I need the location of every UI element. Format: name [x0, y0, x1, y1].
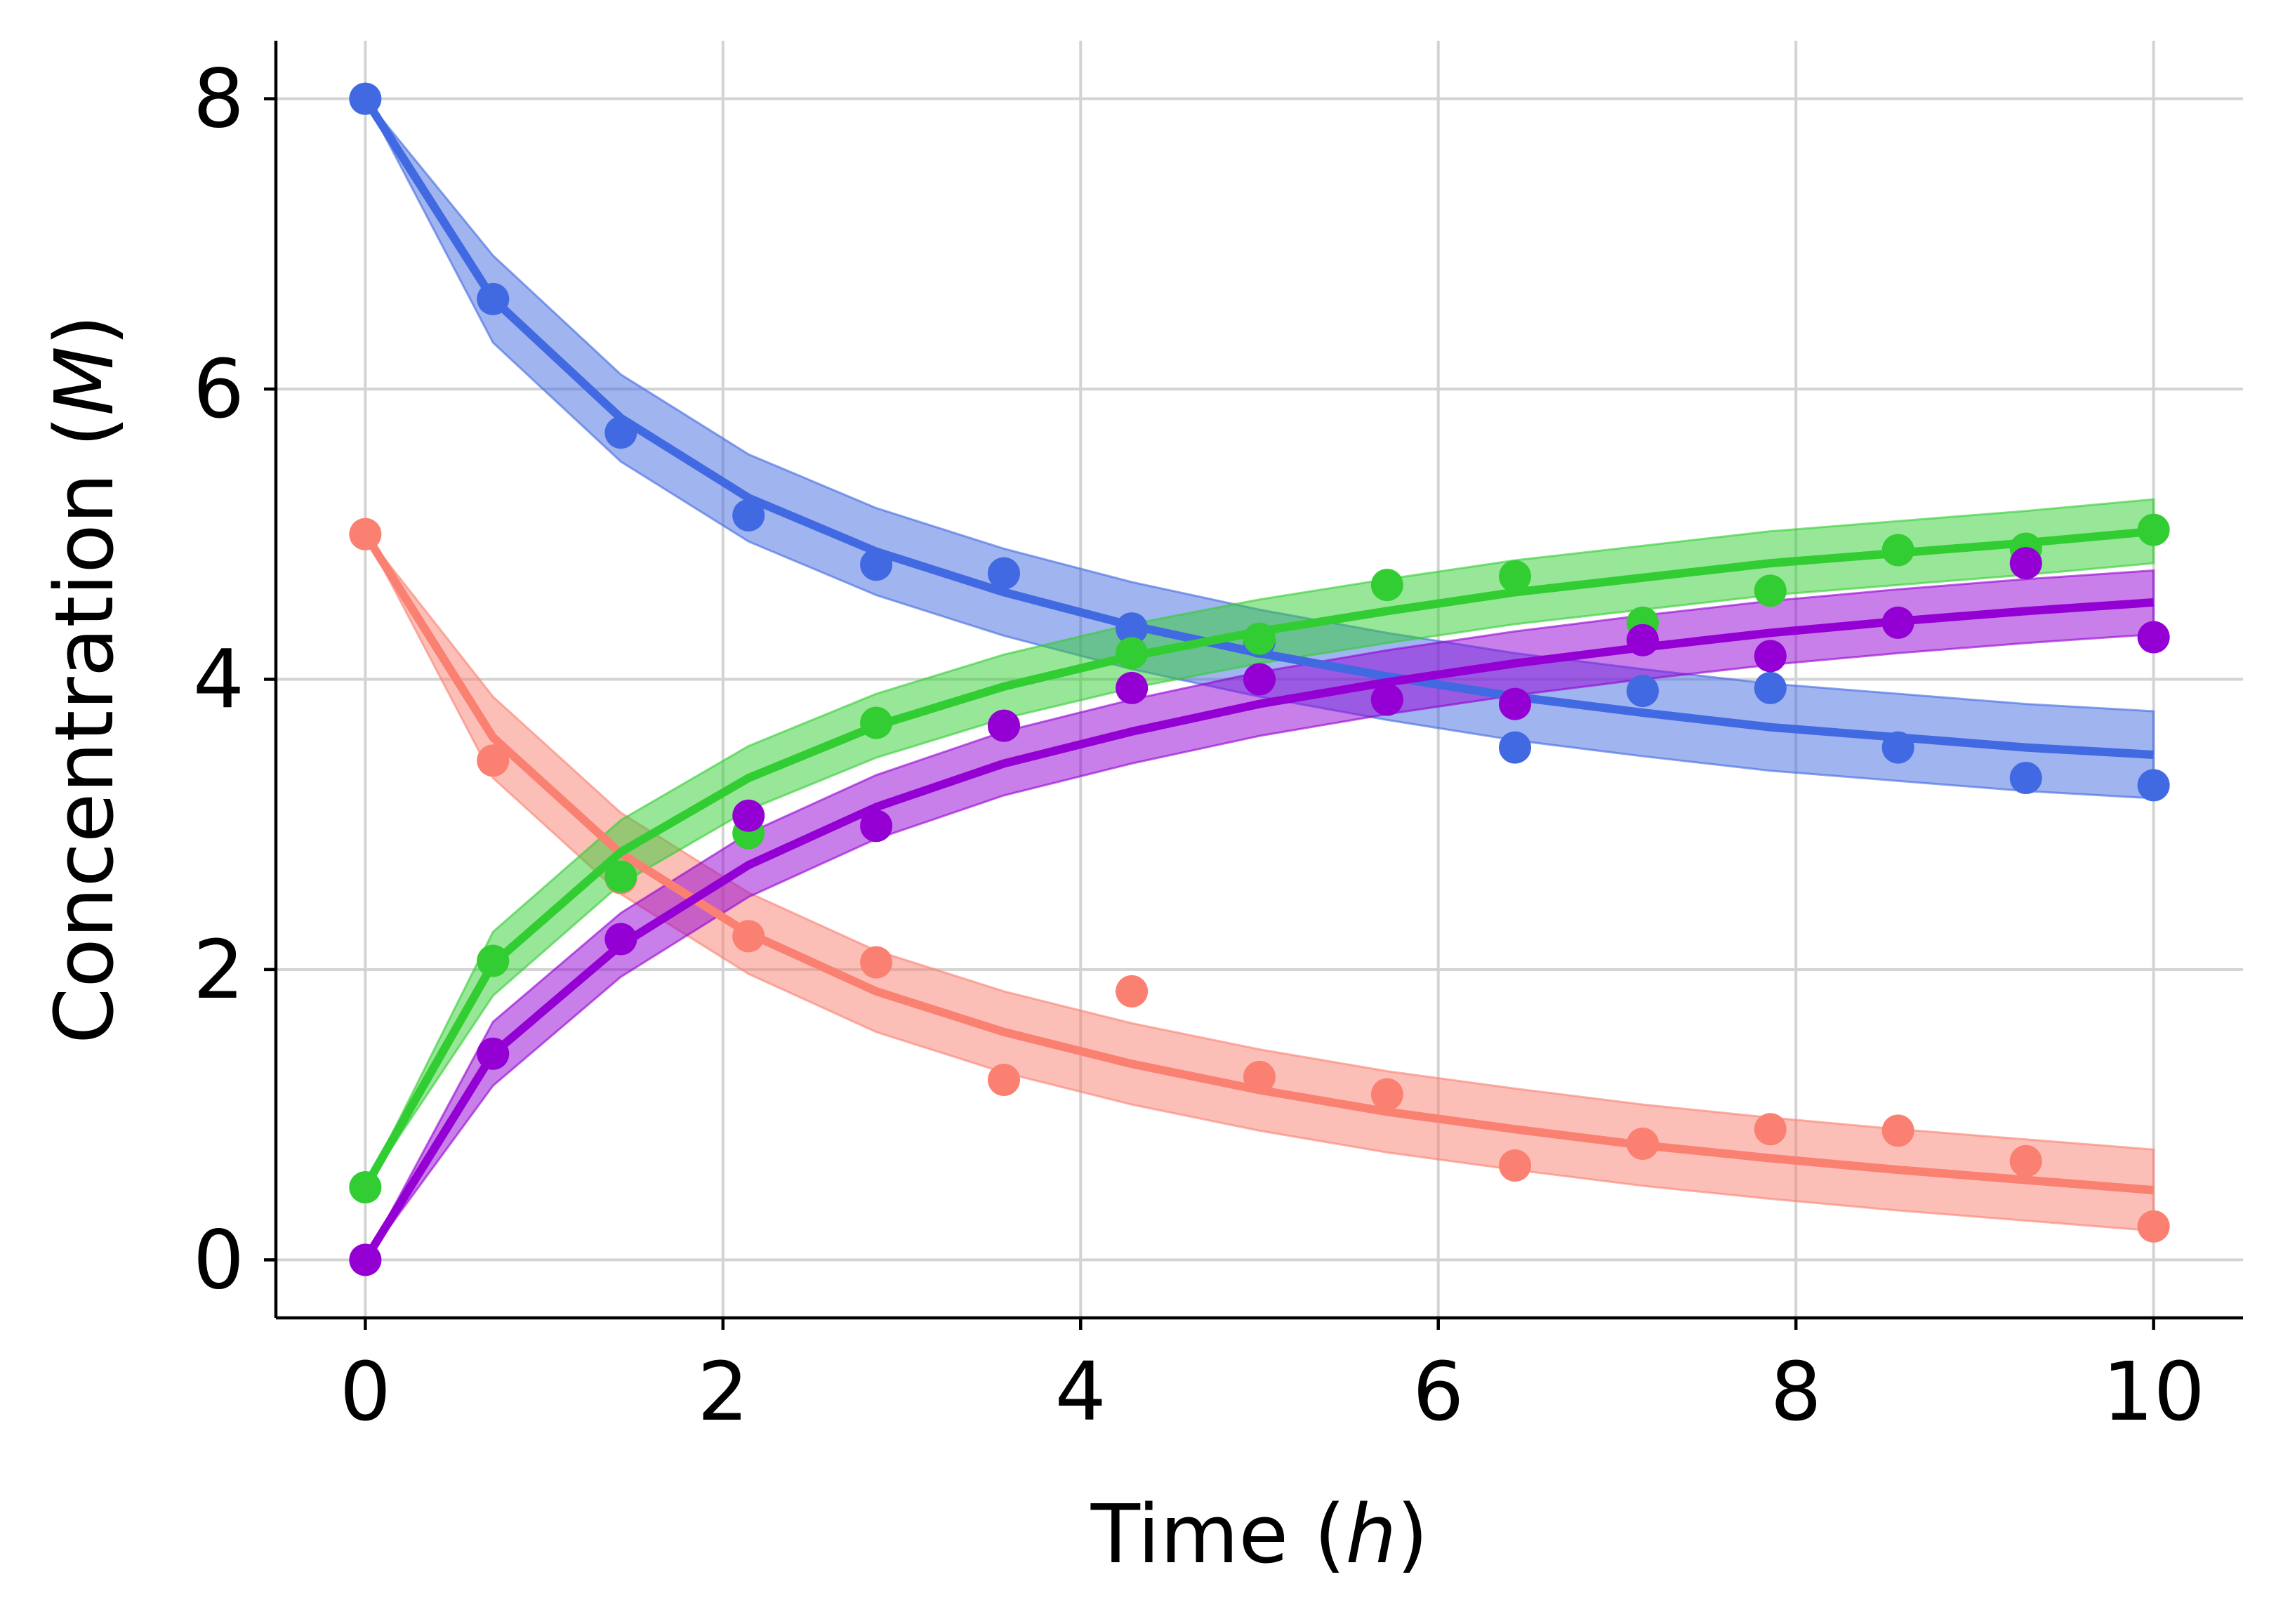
data-point-0: [477, 282, 510, 315]
x-tick-label: 6: [1412, 1345, 1464, 1439]
y-tick-label: 6: [193, 343, 244, 437]
y-tick-label: 0: [193, 1213, 244, 1307]
data-point-3: [2009, 547, 2042, 580]
axes: 0 2 4 6 8 10 0 2 4 6 8: [193, 41, 2243, 1439]
data-point-1: [349, 517, 382, 550]
data-point-2: [604, 860, 637, 893]
data-point-0: [1499, 731, 1532, 764]
x-axis-label-text: Time: [1090, 1488, 1288, 1582]
data-point-3: [1116, 671, 1149, 704]
data-point-1: [860, 946, 893, 979]
y-axis-label-text: Concentration: [38, 473, 132, 1044]
data-point-1: [477, 744, 510, 777]
data-point-0: [1116, 612, 1149, 645]
x-tick-label: 0: [340, 1345, 391, 1439]
data-point-2: [1243, 622, 1276, 655]
x-tick-label: 4: [1055, 1345, 1106, 1439]
data-point-1: [2009, 1144, 2042, 1177]
data-point-3: [1626, 623, 1659, 656]
data-point-0: [1754, 671, 1787, 704]
axis-labels: Time (h) Concentration (M): [38, 315, 1428, 1582]
data-point-0: [349, 82, 382, 115]
data-point-2: [349, 1170, 382, 1203]
y-tick-label: 4: [193, 633, 244, 727]
data-point-1: [732, 920, 765, 953]
data-point-0: [987, 557, 1020, 590]
data-points: [349, 82, 2170, 1276]
x-axis-label: Time (h): [1090, 1488, 1429, 1582]
data-point-1: [2137, 1210, 2170, 1243]
data-point-3: [1243, 663, 1276, 696]
data-point-0: [1626, 675, 1659, 708]
data-point-3: [860, 810, 893, 843]
data-point-0: [2009, 762, 2042, 795]
data-point-2: [860, 706, 893, 739]
y-tick-label: 2: [193, 923, 244, 1017]
y-axis-label: Concentration (M): [38, 315, 132, 1044]
data-point-1: [1754, 1113, 1787, 1146]
fit-line-3: [362, 598, 2155, 1262]
y-axis-unit: M: [38, 346, 132, 416]
data-point-2: [1754, 574, 1787, 607]
data-point-0: [1881, 731, 1914, 764]
y-tick-label: 8: [193, 53, 244, 147]
data-point-3: [1754, 640, 1787, 673]
data-point-2: [1881, 534, 1914, 567]
data-point-2: [1499, 560, 1532, 593]
data-point-1: [1370, 1078, 1403, 1111]
data-point-3: [604, 923, 637, 956]
data-point-1: [1499, 1149, 1532, 1182]
data-point-3: [1881, 606, 1914, 639]
data-point-3: [349, 1243, 382, 1276]
data-point-0: [732, 499, 765, 532]
x-tick-label: 10: [2102, 1345, 2204, 1439]
data-point-2: [1370, 569, 1403, 602]
data-point-3: [477, 1037, 510, 1070]
data-point-2: [1116, 637, 1149, 670]
data-point-0: [604, 416, 637, 449]
data-point-3: [2137, 621, 2170, 654]
data-point-3: [732, 799, 765, 832]
data-point-2: [2137, 513, 2170, 546]
x-tick-label: 2: [697, 1345, 748, 1439]
data-point-3: [1499, 687, 1532, 720]
x-axis-unit: h: [1346, 1488, 1397, 1582]
data-point-1: [1243, 1060, 1276, 1093]
data-point-3: [1370, 683, 1403, 716]
data-point-3: [987, 709, 1020, 742]
data-point-1: [987, 1064, 1020, 1097]
data-point-1: [1881, 1114, 1914, 1147]
data-point-0: [2137, 769, 2170, 802]
data-point-1: [1626, 1127, 1659, 1160]
data-point-0: [860, 548, 893, 581]
x-tick-label: 8: [1771, 1345, 1822, 1439]
data-point-1: [1116, 975, 1149, 1008]
data-point-2: [477, 944, 510, 977]
